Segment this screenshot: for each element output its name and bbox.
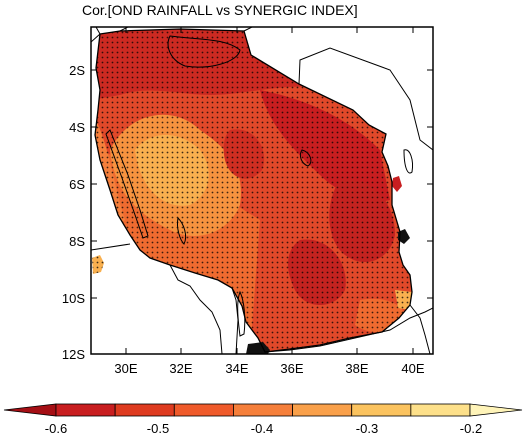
y-tick-6s: 6S xyxy=(69,177,85,192)
colorbar-segment xyxy=(233,403,293,417)
country-borders xyxy=(91,27,433,354)
x-tick-labels: 30E 32E 34E 36E 38E 40E xyxy=(114,361,424,376)
x-tick-38e: 38E xyxy=(345,361,368,376)
colorbar-segment xyxy=(114,403,175,417)
plot-frame xyxy=(90,26,434,355)
x-tick-40e: 40E xyxy=(401,361,424,376)
x-axis xyxy=(125,27,414,354)
colorbar-arrow-high xyxy=(469,403,523,417)
colorbar xyxy=(3,403,523,417)
y-axis xyxy=(91,69,433,299)
colorbar-arrow-low xyxy=(3,403,57,417)
colorbar-label-neg03: -0.3 xyxy=(356,421,378,435)
colorbar-segment xyxy=(292,403,353,417)
outside-patches xyxy=(92,176,410,354)
x-tick-30e: 30E xyxy=(114,361,137,376)
y-tick-12s: 12S xyxy=(62,347,85,362)
y-tick-4s: 4S xyxy=(69,120,85,135)
y-tick-2s: 2S xyxy=(69,63,85,78)
colorbar-segment xyxy=(351,403,412,417)
colorbar-segment xyxy=(55,403,116,417)
colorbar-segment xyxy=(410,403,471,417)
x-tick-34e: 34E xyxy=(225,361,248,376)
x-tick-36e: 36E xyxy=(280,361,303,376)
plot-title: Cor.[OND RAINFALL vs SYNERGIC INDEX] xyxy=(82,2,358,18)
y-tick-10s: 10S xyxy=(62,291,85,306)
colorbar-segment xyxy=(173,403,234,417)
colorbar-label-neg05: -0.5 xyxy=(147,421,169,435)
x-tick-32e: 32E xyxy=(169,361,192,376)
colorbar-label-neg04: -0.4 xyxy=(251,421,273,435)
colorbar-label-neg02: -0.2 xyxy=(460,421,482,435)
y-tick-8s: 8S xyxy=(69,234,85,249)
y-tick-labels: 2S 4S 6S 8S 10S 12S xyxy=(62,63,85,362)
colorbar-label-neg06: -0.6 xyxy=(45,421,67,435)
colorbar-labels: -0.6 -0.5 -0.4 -0.3 -0.2 xyxy=(45,421,482,435)
